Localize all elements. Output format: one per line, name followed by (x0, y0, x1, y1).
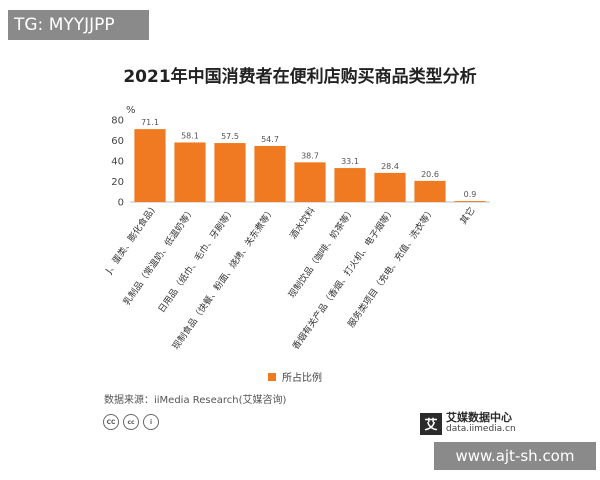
chart-legend: 所占比例 (268, 369, 322, 384)
bar-value-label: 0.9 (464, 190, 477, 199)
cc-person-icon: i (143, 414, 159, 430)
bar-value-label: 33.1 (341, 157, 359, 166)
x-category-label: 乳制品（常温奶、低温奶等） (121, 205, 198, 308)
bar (374, 172, 406, 202)
bar-value-label: 58.1 (181, 131, 199, 140)
y-tick-label: 20 (111, 177, 124, 188)
logo-text: 艾媒数据中心 data.iimedia.cn (446, 412, 516, 435)
bar-value-label: 20.6 (421, 170, 439, 179)
bar-value-label: 54.7 (261, 135, 279, 144)
bar-value-label: 28.4 (381, 162, 399, 171)
chart-title: 2021年中国消费者在便利店购买商品类型分析 (123, 67, 477, 87)
y-tick-label: 80 (111, 116, 124, 127)
legend-swatch (268, 372, 276, 381)
license-icons: CC cc i (103, 414, 163, 430)
bar (334, 168, 366, 202)
logo-url: data.iimedia.cn (446, 424, 516, 434)
site-watermark: www.ajt-sh.com (434, 442, 596, 470)
bar (294, 162, 326, 202)
bar-value-label: 71.1 (141, 118, 159, 127)
y-tick-label: 60 (111, 136, 124, 147)
y-tick-label: 40 (111, 157, 124, 168)
logo-name: 艾媒数据中心 (446, 411, 512, 424)
legend-label: 所占比例 (282, 373, 322, 384)
y-axis-unit: % (126, 105, 136, 116)
bar-value-label: 57.5 (221, 132, 239, 141)
iimedia-logo: 艾 艾媒数据中心 data.iimedia.cn (420, 412, 516, 435)
logo-mark-icon: 艾 (420, 412, 442, 435)
bar (454, 201, 486, 202)
cc-license-icon: CC (103, 414, 119, 430)
bar (414, 180, 446, 202)
x-category-label: 其它 (457, 205, 477, 227)
y-tick-label: 0 (118, 198, 124, 209)
x-category-label: 现制饮品（咖啡、奶茶等） (286, 205, 358, 300)
source-note: 数据来源：iiMedia Research(艾媒咨询) (104, 395, 287, 406)
x-category-label: 酒水饮料 (287, 205, 317, 241)
x-category-label: 日用品（纸巾、毛巾、牙刷等） (155, 205, 237, 315)
watermark-tag: TG: MYYJJPP (8, 10, 149, 40)
x-category-label: 服务类项目（充电、充值、洗衣等） (345, 205, 437, 330)
cc-attribution-icon: cc (123, 414, 139, 430)
bar (254, 145, 286, 202)
bar (174, 142, 206, 202)
bar (214, 143, 246, 202)
bar (134, 129, 166, 202)
bar-value-label: 38.7 (301, 151, 319, 160)
